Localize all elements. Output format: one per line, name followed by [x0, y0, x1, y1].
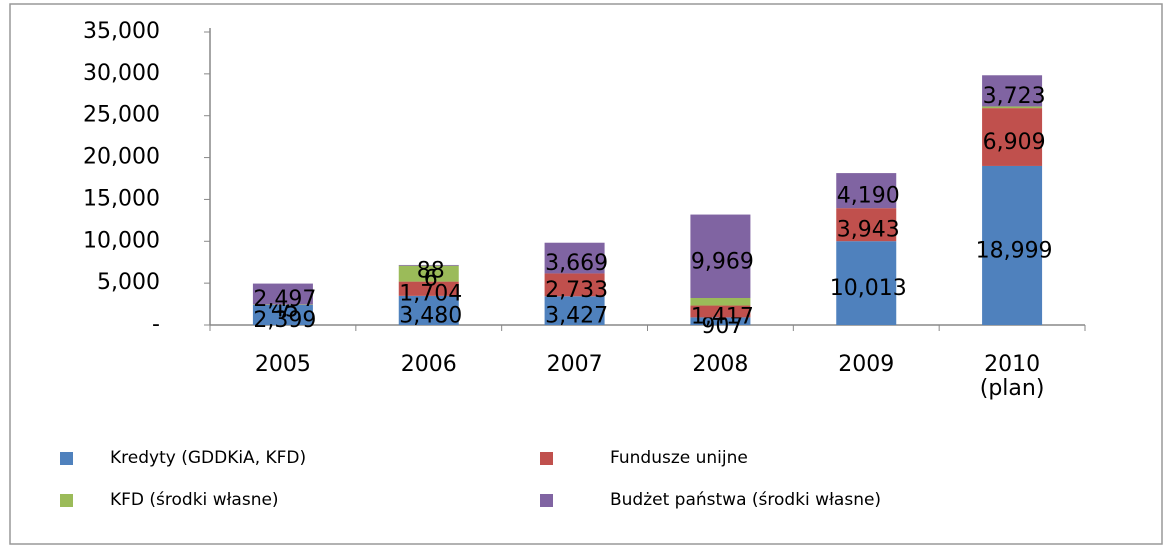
bar-segment: [690, 317, 751, 325]
legend-swatch: [60, 494, 73, 507]
legend-swatch: [540, 494, 553, 507]
x-tick-label: 2009: [838, 352, 895, 377]
data-label: 4,190: [837, 184, 900, 209]
data-label: 3,669: [545, 251, 608, 276]
bar-segment: [252, 304, 313, 325]
bar-segment: [690, 298, 751, 306]
data-label: 3,943: [837, 218, 900, 243]
chart-border: [9, 3, 1163, 545]
data-label: 1,417: [691, 304, 754, 329]
y-tick-label: 25,000: [83, 103, 160, 128]
bar-segment: [252, 283, 313, 305]
bar-segment: [398, 281, 459, 296]
bar-segment: [982, 106, 1043, 109]
bar-segment: [398, 265, 459, 282]
bar-segment: [982, 165, 1043, 325]
legend-label: Kredyty (GDDKiA, KFD): [110, 448, 306, 468]
legend-swatch: [60, 452, 73, 465]
bar-segment: [982, 75, 1043, 107]
legend-swatch: [540, 452, 553, 465]
data-label: 2,399: [253, 308, 316, 333]
legend-label: Fundusze unijne: [610, 448, 748, 468]
data-label: 10,013: [830, 276, 907, 301]
data-label: 18,999: [976, 238, 1053, 263]
data-label: 3,427: [545, 304, 608, 329]
data-label: 88: [417, 258, 445, 283]
y-tick-label: 10,000: [83, 228, 160, 253]
x-tick-label: 2010 (plan): [979, 352, 1045, 401]
y-tick-label: 35,000: [83, 19, 160, 44]
bar-segment: [836, 208, 897, 242]
bar-segment: [836, 173, 897, 209]
bar-segment: [690, 305, 751, 318]
x-tick-label: 2008: [692, 352, 749, 377]
data-label: 907: [701, 314, 743, 339]
y-tick-label: 30,000: [83, 61, 160, 86]
data-label: 9,969: [691, 249, 754, 274]
bar-segment: [982, 108, 1043, 166]
data-label: 6,909: [983, 130, 1046, 155]
data-label: 3,480: [399, 303, 462, 328]
bar-segment: [398, 264, 459, 266]
data-label: 2,497: [253, 287, 316, 312]
bar-segment: [398, 295, 459, 325]
legend-label: KFD (środki własne): [110, 490, 279, 510]
bar-segment: [544, 273, 605, 297]
y-tick-label: 5,000: [97, 270, 160, 295]
data-label: 1,704: [399, 282, 462, 307]
legend-label: Budżet państwa (środki własne): [610, 490, 881, 510]
data-label: 6: [424, 267, 438, 292]
bar-segment: [690, 214, 751, 299]
y-tick-label: 20,000: [83, 145, 160, 170]
bar-segment: [836, 241, 897, 325]
x-tick-label: 2005: [254, 352, 311, 377]
x-tick-label: 2007: [546, 352, 603, 377]
bar-segment: [544, 296, 605, 325]
bar-segment: [544, 242, 605, 274]
y-tick-label: -: [152, 312, 160, 337]
data-label: 3,723: [983, 84, 1046, 109]
data-label: 2,733: [545, 278, 608, 303]
y-tick-label: 15,000: [83, 186, 160, 211]
x-tick-label: 2006: [400, 352, 457, 377]
